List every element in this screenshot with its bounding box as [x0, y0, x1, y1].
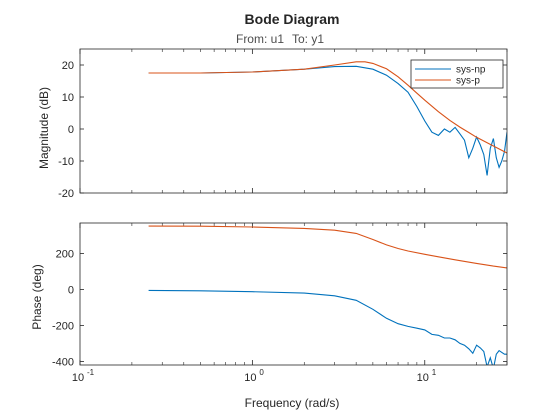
series-line-sys-np [148, 65, 507, 176]
y-tick-label: 0 [68, 285, 74, 297]
y-tick-label: -200 [52, 320, 74, 332]
y-tick-label: 0 [68, 124, 74, 136]
legend-box [410, 59, 504, 89]
x-tick-exponent: 0 [259, 368, 264, 377]
series-line-sys-p [148, 225, 507, 269]
x-tick-label: 10 [244, 372, 256, 384]
magnitude-y-axis-label: Magnitude (dB) [37, 87, 51, 169]
y-tick-label: 200 [56, 249, 74, 261]
x-axis-label: Frequency (rad/s) [245, 396, 340, 410]
plot-area [80, 223, 507, 365]
x-tick-label: 10 [417, 372, 429, 384]
x-tick-exponent: -1 [87, 368, 95, 377]
y-tick-label: -20 [58, 188, 74, 200]
axes-box [79, 48, 508, 194]
phase-y-axis-label: Phase (deg) [30, 264, 44, 329]
y-tick-label: 10 [62, 92, 74, 104]
from-label: From: u1 [236, 32, 284, 46]
y-tick-label: -400 [52, 356, 74, 368]
x-tick-label: 10 [72, 372, 84, 384]
axes-box [79, 222, 508, 366]
series-line-sys-p [148, 61, 507, 154]
y-tick-label: -10 [58, 156, 74, 168]
legend-label-sys-np: sys-np [456, 65, 486, 76]
y-tick-label: 20 [62, 60, 74, 72]
legend-label-sys-p: sys-p [456, 76, 480, 87]
chart-title: Bode Diagram [245, 11, 340, 27]
to-label: To: y1 [292, 32, 324, 46]
x-tick-exponent: 1 [432, 368, 437, 377]
series-line-sys-np [148, 289, 507, 365]
